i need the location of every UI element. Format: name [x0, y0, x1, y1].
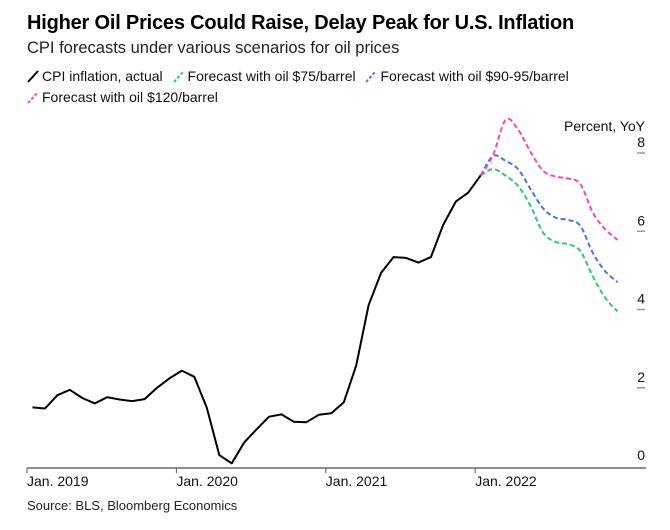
y-axis-unit-label: Percent, YoY — [564, 118, 646, 134]
legend-item-90-95: Forecast with oil $90-95/barrel — [365, 66, 569, 87]
actual-line — [32, 174, 482, 465]
y-tick-label: 8 — [637, 134, 645, 150]
y-tick-label: 2 — [637, 369, 645, 385]
series-group — [32, 117, 619, 465]
legend-label: Forecast with oil $90-95/barrel — [380, 68, 569, 84]
forecast-line-1 — [480, 168, 619, 313]
legend: CPI inflation, actual Forecast with oil … — [27, 66, 657, 108]
legend-swatch-75-icon — [172, 70, 185, 83]
y-tick-label: 6 — [637, 212, 645, 228]
forecast-line-3 — [479, 117, 619, 241]
legend-label: Forecast with oil $120/barrel — [42, 89, 218, 105]
forecast-line-2 — [479, 154, 619, 283]
chart-title: Higher Oil Prices Could Raise, Delay Pea… — [27, 12, 575, 34]
legend-swatch-120-icon — [27, 91, 39, 104]
legend-label: CPI inflation, actual — [42, 68, 163, 84]
legend-swatch-actual-icon — [27, 70, 39, 83]
y-tick-label: 0 — [637, 447, 645, 463]
legend-swatch-90-95-icon — [365, 70, 378, 83]
legend-item-actual: CPI inflation, actual — [27, 66, 163, 87]
legend-item-120: Forecast with oil $120/barrel — [27, 87, 218, 108]
x-tick-label: Jan. 2020 — [176, 473, 238, 489]
legend-label: Forecast with oil $75/barrel — [187, 68, 356, 84]
chart-subtitle: CPI forecasts under various scenarios fo… — [27, 39, 400, 57]
x-tick-label: Jan. 2021 — [326, 473, 388, 489]
legend-item-75: Forecast with oil $75/barrel — [172, 66, 356, 87]
y-tick-label: 4 — [637, 291, 645, 307]
source-note: Source: BLS, Bloomberg Economics — [27, 498, 238, 513]
x-tick-label: Jan. 2019 — [27, 473, 89, 489]
y-axis: 0 2 4 6 8 — [637, 134, 645, 463]
x-tick-label: Jan. 2022 — [475, 473, 537, 489]
x-axis: Jan. 2019 Jan. 2020 Jan. 2021 Jan. 2022 — [26, 467, 646, 489]
